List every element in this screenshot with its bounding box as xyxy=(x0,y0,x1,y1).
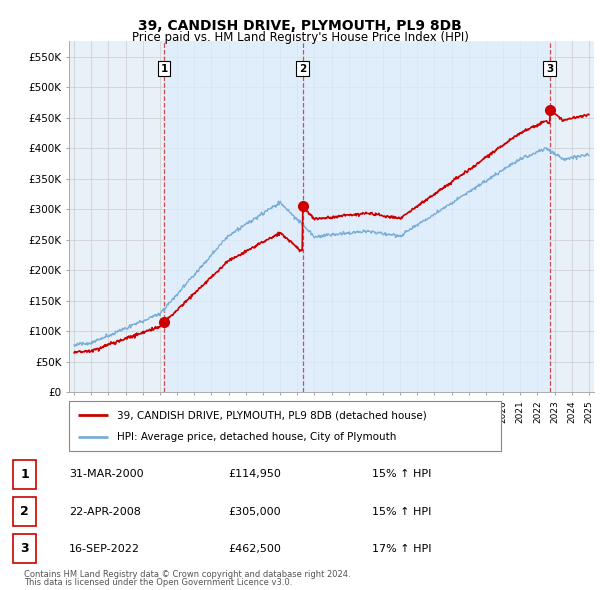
Text: 2: 2 xyxy=(299,64,306,74)
FancyBboxPatch shape xyxy=(69,401,501,451)
Text: 2: 2 xyxy=(20,505,29,518)
Text: Price paid vs. HM Land Registry's House Price Index (HPI): Price paid vs. HM Land Registry's House … xyxy=(131,31,469,44)
Text: £305,000: £305,000 xyxy=(228,507,281,516)
Text: 15% ↑ HPI: 15% ↑ HPI xyxy=(372,507,431,516)
Text: 3: 3 xyxy=(20,542,29,555)
FancyBboxPatch shape xyxy=(13,497,36,526)
Text: 15% ↑ HPI: 15% ↑ HPI xyxy=(372,470,431,479)
Text: 1: 1 xyxy=(20,468,29,481)
Text: This data is licensed under the Open Government Licence v3.0.: This data is licensed under the Open Gov… xyxy=(24,578,292,587)
Text: 39, CANDISH DRIVE, PLYMOUTH, PL9 8DB: 39, CANDISH DRIVE, PLYMOUTH, PL9 8DB xyxy=(138,19,462,33)
Text: 1: 1 xyxy=(161,64,168,74)
Text: 31-MAR-2000: 31-MAR-2000 xyxy=(69,470,143,479)
Text: HPI: Average price, detached house, City of Plymouth: HPI: Average price, detached house, City… xyxy=(116,432,396,442)
Text: 17% ↑ HPI: 17% ↑ HPI xyxy=(372,544,431,553)
FancyBboxPatch shape xyxy=(13,460,36,489)
Bar xyxy=(164,41,302,392)
Bar xyxy=(302,41,550,392)
Text: £114,950: £114,950 xyxy=(228,470,281,479)
Text: Contains HM Land Registry data © Crown copyright and database right 2024.: Contains HM Land Registry data © Crown c… xyxy=(24,570,350,579)
Text: 16-SEP-2022: 16-SEP-2022 xyxy=(69,544,140,553)
Text: £462,500: £462,500 xyxy=(228,544,281,553)
Text: 39, CANDISH DRIVE, PLYMOUTH, PL9 8DB (detached house): 39, CANDISH DRIVE, PLYMOUTH, PL9 8DB (de… xyxy=(116,410,426,420)
Text: 3: 3 xyxy=(546,64,553,74)
FancyBboxPatch shape xyxy=(13,535,36,563)
Text: 22-APR-2008: 22-APR-2008 xyxy=(69,507,141,516)
